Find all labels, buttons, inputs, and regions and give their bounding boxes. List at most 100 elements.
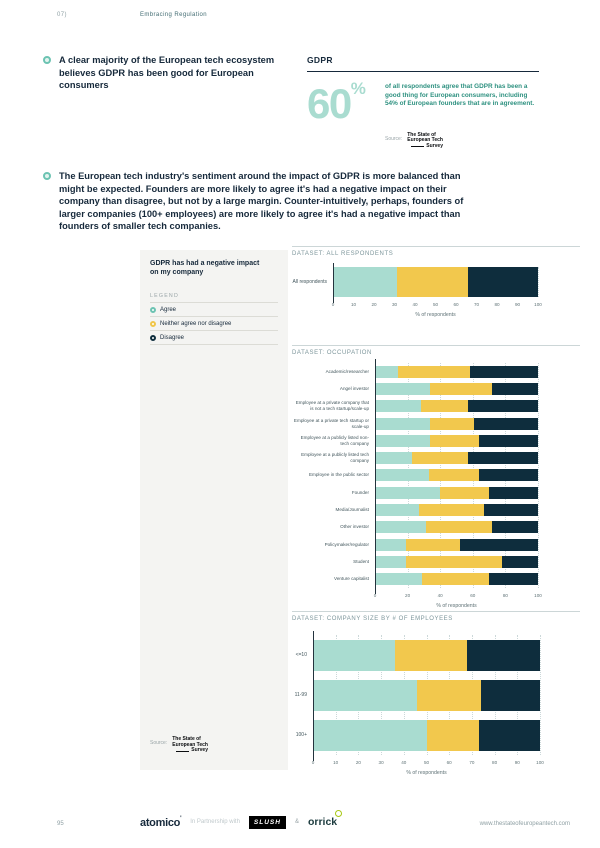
bar-segment-agree: [333, 267, 397, 297]
x-tick: 60: [446, 760, 452, 765]
stacked-bar: [375, 434, 538, 447]
chart-plot: <=10 11-99 100+: [292, 631, 580, 761]
x-tick: 80: [494, 302, 500, 307]
bar-segment-agree: [375, 417, 431, 430]
bar-segment-disagree: [479, 434, 538, 447]
key-point-1-text: A clear majority of the European tech ec…: [59, 55, 275, 91]
category-label: Employee in the public sector: [308, 472, 369, 478]
disagree-dot-icon: [150, 334, 156, 341]
category-label: Employee at a publicly listed non-tech c…: [300, 434, 369, 446]
stacked-bar: [313, 639, 540, 671]
bar-segment-agree: [375, 504, 419, 517]
x-tick: 40: [412, 302, 418, 307]
bar-segment-disagree: [469, 365, 538, 378]
neither-dot-icon: [150, 320, 156, 327]
bullet-icon: [43, 56, 51, 64]
x-axis-ticks: 0 10 20 30 40 50 60 70 80 90 100: [331, 302, 542, 309]
chart-plot: All respondents: [292, 263, 580, 303]
logo-dash: [176, 750, 190, 752]
chart-row: Employee at a private company that is no…: [292, 398, 580, 415]
key-point-1: A clear majority of the European tech ec…: [43, 54, 305, 92]
bar-segment-neither-agree-nor-disagree: [405, 538, 460, 551]
x-tick: 100: [536, 760, 544, 765]
gridline: [538, 363, 539, 588]
bar-segment-disagree: [492, 382, 538, 395]
category-label: Venture capitalist: [334, 576, 369, 582]
bar-segment-neither-agree-nor-disagree: [430, 417, 475, 430]
x-tick: 80: [492, 760, 498, 765]
x-tick: 70: [469, 760, 475, 765]
chart-row: Media/Journalist: [292, 501, 580, 518]
category-label: Academic/researcher: [325, 368, 369, 374]
stacked-bar: [375, 521, 538, 534]
bar-segment-agree: [375, 400, 421, 413]
x-tick: 30: [391, 302, 398, 307]
x-tick: 30: [378, 760, 384, 765]
stacked-bar: [375, 504, 538, 517]
bar-segment-disagree: [479, 469, 538, 482]
bar-segment-neither-agree-nor-disagree: [396, 267, 469, 297]
agree-dot-icon: [150, 306, 156, 313]
x-tick: 40: [437, 592, 443, 598]
chart-plot: Academic/researcher Angel investor Employe…: [292, 359, 580, 594]
key-point-2: The European tech industry's sentiment a…: [43, 170, 475, 233]
x-tick: 60: [453, 302, 459, 307]
category-label: Other investor: [340, 524, 369, 530]
stacked-bar: [375, 538, 538, 551]
bar-segment-disagree: [492, 521, 538, 534]
gridline: [538, 267, 539, 297]
stacked-bar: [375, 365, 538, 378]
stat-divider: [307, 71, 539, 72]
x-tick: 40: [401, 760, 407, 765]
x-tick: 50: [423, 760, 430, 765]
chart-row: <=10: [292, 635, 580, 675]
soet-survey-logo: The State of European Tech Survey: [172, 736, 208, 754]
chart-row: 11-99: [292, 675, 580, 715]
bar-segment-agree: [313, 679, 418, 711]
bar-segment-agree: [375, 452, 413, 465]
bar-segment-disagree: [474, 417, 538, 430]
chart-row: Other investor: [292, 519, 580, 536]
bar-segment-neither-agree-nor-disagree: [412, 452, 468, 465]
stat-value: 60%: [307, 79, 366, 127]
bar-segment-agree: [375, 573, 423, 586]
bar-segment-agree: [375, 382, 431, 395]
stacked-bar: [333, 267, 538, 297]
bar-segment-disagree: [468, 267, 538, 297]
category-label: Employee at a private company that is no…: [295, 400, 369, 412]
category-label: Student: [353, 558, 369, 564]
bar-segment-agree: [375, 486, 441, 499]
bar-segment-neither-agree-nor-disagree: [420, 400, 468, 413]
chart-occupation: DATASET: OCCUPATION Academic/researcher An…: [292, 345, 580, 609]
stat-row: 60% of all respondents agree that GDPR h…: [307, 79, 539, 127]
soet-survey-logo: The State of European Tech Survey: [407, 131, 443, 149]
figure-source: Source: The State of European Tech Surve…: [150, 737, 208, 754]
chart-row: Venture capitalist: [292, 571, 580, 588]
x-tick: 20: [405, 592, 411, 598]
stacked-bar: [375, 573, 538, 586]
category-label: Angel investor: [339, 385, 369, 391]
bar-segment-agree: [375, 434, 431, 447]
partnership-text: In Partnership with: [190, 819, 240, 825]
legend-item-label: Neither agree nor disagree: [160, 320, 232, 327]
bar-segment-agree: [375, 469, 429, 482]
x-tick: 60: [470, 592, 476, 598]
bar-segment-neither-agree-nor-disagree: [417, 679, 481, 711]
stat-heading: GDPR: [307, 55, 333, 65]
x-tick: 10: [350, 302, 357, 307]
x-tick: 20: [355, 760, 361, 765]
stacked-bar: [313, 719, 540, 751]
bar-segment-neither-agree-nor-disagree: [440, 486, 490, 499]
x-tick: 0: [331, 302, 335, 307]
chart-row: Student: [292, 553, 580, 570]
chart-row: Policymaker/regulator: [292, 536, 580, 553]
x-tick: 50: [432, 302, 439, 307]
x-tick: 90: [514, 302, 521, 307]
source-label: Source:: [385, 135, 403, 142]
category-label: 100+: [295, 731, 307, 738]
x-axis-label: % of respondents: [406, 770, 447, 776]
stacked-bar: [375, 469, 538, 482]
chart-all-respondents: DATASET: ALL RESPONDENTS All respondents 0…: [292, 246, 580, 318]
stat-source: Source: The State of European Tech Surve…: [385, 131, 539, 150]
